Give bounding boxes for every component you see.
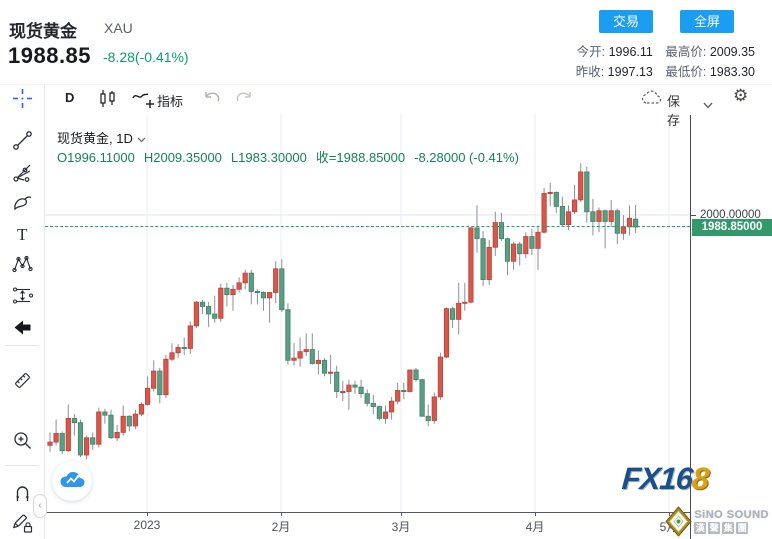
low-label: 最低价: [665,65,707,79]
last-price: 1988.85 [8,43,92,68]
save-label: 保存 [667,94,681,128]
candlestick-chart[interactable] [45,112,690,512]
legend-low: L1983.30000 [230,150,307,165]
time-axis-tick [535,512,536,516]
drawing-toolbar: T [0,85,45,539]
legend-change: -8.28000 (-0.41%) [414,150,519,165]
high-value: 2009.35 [709,45,755,59]
price-projection-icon[interactable] [12,285,33,306]
time-axis-label: 2月 [271,520,291,534]
candlestick-style-icon[interactable] [97,88,119,115]
chevron-down-icon[interactable] [137,131,146,146]
legend-close: 收=1988.85000 [315,150,406,165]
crosshair-icon[interactable] [12,88,33,109]
time-axis-tick [669,512,670,516]
drawing-lock-icon[interactable] [12,513,33,534]
ruler-icon[interactable] [12,370,33,391]
trade-button[interactable]: 交易 [599,10,653,33]
prev-close-value: 1997.13 [607,65,653,79]
indicators-icon[interactable] [131,88,155,117]
arrow-marker-icon[interactable] [12,317,33,338]
sino-diamond-icon [665,505,692,537]
interval-button[interactable]: D [65,90,75,105]
brush-icon[interactable] [12,193,33,214]
sino-sound-logo: SiNO SOUND 漢聲集團 [665,503,772,539]
chart-watermark [52,461,92,501]
open-label: 今开: [576,45,606,59]
time-axis-label: 4月 [525,520,545,534]
high-label: 最高价: [665,45,707,59]
price-change: -8.28(-0.41%) [103,49,189,65]
trend-line-icon[interactable] [12,130,33,151]
price-tick [691,215,696,216]
zoom-in-icon[interactable] [12,430,33,451]
fullscreen-button[interactable]: 全屏 [680,10,734,33]
time-axis-tick [401,512,402,516]
sidebar-divider [6,345,39,346]
low-value: 1983.30 [709,65,755,79]
price-axis-separator[interactable] [690,115,691,539]
open-value: 1996.11 [608,45,653,59]
last-price-badge: 1988.85000 [692,219,772,236]
prev-close-label: 昨收: [575,65,605,79]
gann-fan-icon[interactable] [12,162,33,183]
stats-row-2: 昨收: 1997.13 最低价: 1983.30 [576,61,755,80]
xabcd-pattern-icon[interactable] [12,254,33,275]
settings-gear-icon[interactable]: ⚙ [733,86,749,105]
fx168-logo: FX168 [620,461,710,496]
header: 现货黄金 XAU 1988.85 -8.28(-0.41%) 交易 全屏 今开:… [0,0,772,85]
sino-group-text: 漢聲集團 [694,521,749,534]
undo-icon[interactable] [203,89,223,112]
current-price-dashed-line [45,226,690,227]
cloud-chart-logo-icon [60,471,85,487]
chart-toolbar: D 指标 保存 ⚙ [45,85,772,128]
sidebar-divider [6,465,39,466]
sino-sound-text: SiNO SOUND [694,508,769,521]
chart-legend-title[interactable]: 现货黄金, 1D [57,128,146,147]
save-button[interactable]: 保存 [640,88,713,128]
text-tool-icon[interactable]: T [12,224,33,245]
price-tick-label: 2000.00000 [700,209,761,221]
legend-high: H2009.35000 [143,150,222,165]
collapse-toolbar-button[interactable]: ‹ [33,494,47,518]
magnet-icon[interactable] [12,483,33,504]
chart-legend-ohlc: O1996.11000 H2009.35000 L1983.30000 收=1988.… [57,147,528,166]
chevron-down-icon[interactable] [703,96,713,114]
time-axis-line[interactable] [45,512,690,513]
stats-row-1: 今开: 1996.11 最高价: 2009.35 [577,41,755,60]
indicators-label[interactable]: 指标 [157,94,184,109]
legend-open: O1996.11000 [57,150,135,165]
time-axis-label: 2023 [133,518,161,532]
symbol-name: 现货黄金 [9,22,77,41]
time-axis-tick [281,512,282,516]
time-axis-label: 3月 [391,520,411,534]
redo-icon[interactable] [233,89,253,112]
svg-text:T: T [17,225,28,244]
time-axis-tick [147,512,148,516]
symbol-code: XAU [104,20,133,36]
